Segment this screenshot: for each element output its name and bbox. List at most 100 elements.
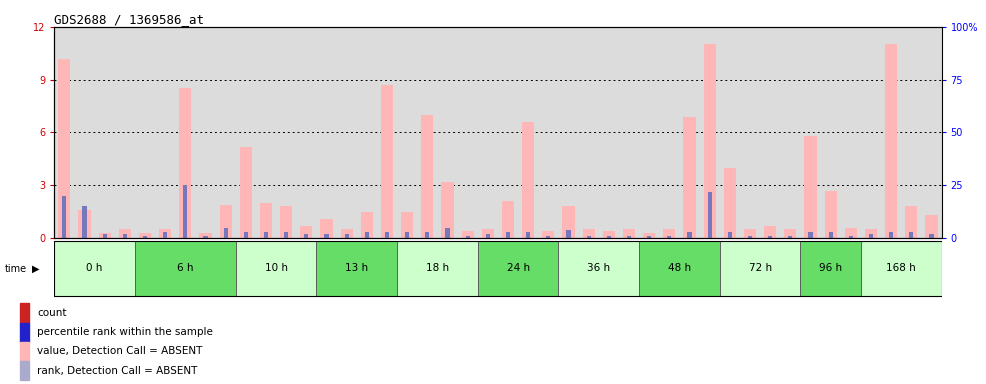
Bar bbox=[546, 236, 550, 238]
Bar bbox=[720, 241, 801, 296]
Bar bbox=[397, 241, 478, 296]
Bar bbox=[668, 236, 671, 238]
Bar bbox=[62, 196, 66, 238]
Bar bbox=[478, 241, 558, 296]
Bar bbox=[905, 207, 917, 238]
Text: 48 h: 48 h bbox=[668, 263, 691, 273]
Bar bbox=[20, 303, 30, 323]
Bar bbox=[179, 88, 191, 238]
Bar bbox=[317, 241, 397, 296]
Bar bbox=[728, 232, 732, 238]
Bar bbox=[20, 323, 30, 342]
Bar bbox=[542, 231, 554, 238]
Bar bbox=[20, 342, 30, 361]
Text: 18 h: 18 h bbox=[426, 263, 449, 273]
Bar bbox=[849, 236, 853, 238]
Bar bbox=[405, 232, 409, 238]
Bar bbox=[602, 231, 615, 238]
Bar bbox=[183, 185, 187, 238]
Bar bbox=[627, 236, 631, 238]
Bar bbox=[135, 241, 236, 296]
Bar bbox=[461, 231, 473, 238]
Bar bbox=[465, 236, 469, 238]
Bar bbox=[301, 226, 313, 238]
Bar bbox=[562, 207, 575, 238]
Bar bbox=[788, 236, 793, 238]
Text: percentile rank within the sample: percentile rank within the sample bbox=[37, 327, 213, 337]
Bar bbox=[442, 182, 454, 238]
Bar bbox=[704, 45, 716, 238]
Bar bbox=[764, 226, 776, 238]
Bar bbox=[224, 227, 228, 238]
Bar bbox=[930, 234, 934, 238]
Bar bbox=[244, 232, 247, 238]
Bar bbox=[199, 233, 212, 238]
Text: time: time bbox=[5, 264, 27, 274]
Bar bbox=[20, 361, 30, 380]
Bar bbox=[647, 236, 652, 238]
Bar bbox=[103, 234, 106, 238]
Bar bbox=[824, 190, 837, 238]
Bar bbox=[869, 234, 874, 238]
Bar bbox=[683, 117, 695, 238]
Bar bbox=[365, 232, 369, 238]
Bar bbox=[83, 207, 87, 238]
Bar bbox=[687, 232, 691, 238]
Bar bbox=[482, 229, 494, 238]
Bar bbox=[623, 229, 635, 238]
Text: value, Detection Call = ABSENT: value, Detection Call = ABSENT bbox=[37, 346, 202, 356]
Text: ▶: ▶ bbox=[32, 264, 39, 274]
Bar bbox=[885, 45, 897, 238]
Bar bbox=[744, 229, 756, 238]
Bar bbox=[305, 234, 309, 238]
Bar bbox=[118, 229, 131, 238]
Bar bbox=[506, 232, 510, 238]
Bar bbox=[583, 229, 595, 238]
Bar bbox=[143, 236, 147, 238]
Bar bbox=[587, 236, 591, 238]
Bar bbox=[748, 236, 752, 238]
Bar bbox=[264, 232, 268, 238]
Bar bbox=[99, 233, 110, 238]
Bar bbox=[54, 241, 135, 296]
Bar bbox=[724, 168, 736, 238]
Bar bbox=[926, 215, 938, 238]
Text: 36 h: 36 h bbox=[588, 263, 610, 273]
Bar bbox=[324, 234, 328, 238]
Bar bbox=[861, 241, 942, 296]
Bar bbox=[236, 241, 317, 296]
Text: 0 h: 0 h bbox=[87, 263, 103, 273]
Bar bbox=[809, 232, 812, 238]
Bar bbox=[240, 147, 251, 238]
Bar bbox=[889, 232, 893, 238]
Bar bbox=[828, 232, 833, 238]
Bar bbox=[361, 212, 373, 238]
Bar bbox=[708, 192, 712, 238]
Text: 168 h: 168 h bbox=[886, 263, 916, 273]
Text: 24 h: 24 h bbox=[507, 263, 529, 273]
Bar bbox=[909, 232, 913, 238]
Bar bbox=[639, 241, 720, 296]
Bar bbox=[122, 234, 127, 238]
Bar bbox=[163, 232, 168, 238]
Text: 13 h: 13 h bbox=[345, 263, 369, 273]
Bar bbox=[643, 233, 656, 238]
Text: 72 h: 72 h bbox=[748, 263, 772, 273]
Bar bbox=[865, 229, 878, 238]
Bar bbox=[320, 219, 332, 238]
Bar bbox=[805, 136, 816, 238]
Text: 96 h: 96 h bbox=[819, 263, 842, 273]
Bar bbox=[79, 210, 91, 238]
Bar bbox=[340, 229, 353, 238]
Bar bbox=[664, 229, 675, 238]
Text: count: count bbox=[37, 308, 67, 318]
Bar bbox=[784, 229, 797, 238]
Bar bbox=[401, 212, 413, 238]
Bar bbox=[566, 230, 571, 238]
Bar bbox=[421, 115, 434, 238]
Bar bbox=[159, 229, 172, 238]
Bar bbox=[502, 201, 514, 238]
Text: 6 h: 6 h bbox=[177, 263, 193, 273]
Bar bbox=[425, 232, 430, 238]
Bar bbox=[284, 232, 288, 238]
